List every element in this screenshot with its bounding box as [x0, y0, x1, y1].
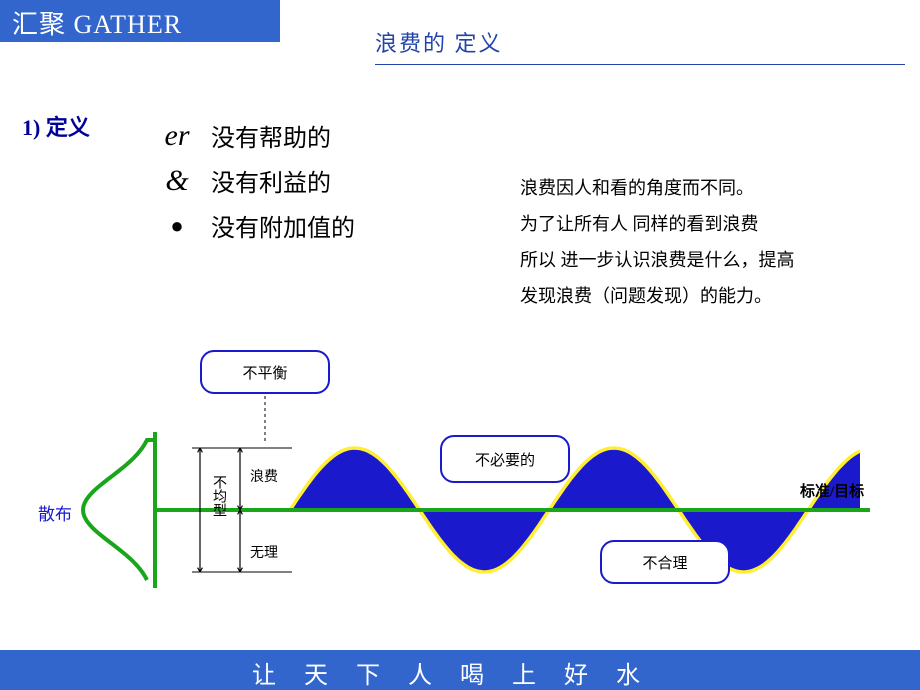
explanation-paragraph: 浪费因人和看的角度而不同。为了让所有人 同样的看到浪费所以 进一步认识浪费是什么… — [520, 170, 910, 314]
anno-unreason: 无理 — [250, 542, 278, 562]
definition-text: 没有帮助的 — [211, 118, 331, 153]
box-unreasonable: 不合理 — [600, 540, 730, 584]
section-label: 1) 定义 — [22, 110, 90, 142]
title-area: 浪费的 定义 — [375, 26, 915, 65]
box-unnecessary: 不必要的 — [440, 435, 570, 483]
definition-bullet: & — [155, 164, 199, 198]
target-label: 标准/目标 — [800, 480, 864, 501]
definition-text: 没有附加值的 — [211, 208, 355, 243]
footer-slogan: 让天下人喝上好水 — [0, 650, 920, 690]
brand-text: 汇聚 GATHER — [12, 10, 182, 39]
page-title: 浪费的 定义 — [375, 26, 905, 65]
definition-list: er 没有帮助的&没有利益的 ● 没有附加值的 — [155, 118, 355, 253]
anno-uneven: 不均型 — [208, 475, 228, 517]
scatter-label: 散布 — [38, 500, 72, 525]
waste-diagram: 散布 不平衡 不必要的 不合理 不均型 浪费 无理 标准/目标 — [60, 350, 880, 630]
definition-bullet: ● — [155, 213, 199, 239]
diagram-svg — [60, 350, 880, 630]
brand-header: 汇聚 GATHER — [0, 0, 280, 42]
definition-text: 没有利益的 — [211, 163, 331, 198]
definition-item: &没有利益的 — [155, 163, 355, 198]
definition-bullet: er — [155, 119, 199, 153]
box-imbalance: 不平衡 — [200, 350, 330, 394]
definition-item: er 没有帮助的 — [155, 118, 355, 153]
definition-item: ● 没有附加值的 — [155, 208, 355, 243]
anno-waste: 浪费 — [250, 466, 278, 486]
